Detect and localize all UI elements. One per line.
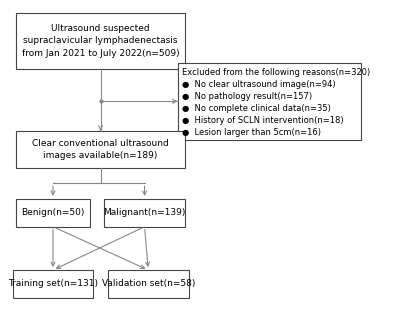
FancyBboxPatch shape [16,13,185,69]
FancyBboxPatch shape [16,131,185,168]
Text: ●  History of SCLN intervention(n=18): ● History of SCLN intervention(n=18) [182,116,344,125]
FancyBboxPatch shape [108,270,188,298]
Text: Malignant(n=139): Malignant(n=139) [103,208,186,217]
Text: Training set(n=131): Training set(n=131) [8,280,98,289]
Text: Validation set(n=58): Validation set(n=58) [102,280,195,289]
Text: ●  No clear ultrasound image(n=94): ● No clear ultrasound image(n=94) [182,80,336,89]
Text: ●  No pathology result(n=157): ● No pathology result(n=157) [182,92,312,101]
FancyBboxPatch shape [104,199,185,227]
FancyBboxPatch shape [178,63,361,140]
Text: ●  No complete clinical data(n=35): ● No complete clinical data(n=35) [182,104,331,113]
Text: ●  Lesion larger than 5cm(n=16): ● Lesion larger than 5cm(n=16) [182,128,321,137]
FancyBboxPatch shape [16,199,90,227]
Text: Excluded from the following reasons(n=320): Excluded from the following reasons(n=32… [182,68,370,77]
FancyBboxPatch shape [13,270,93,298]
Text: Clear conventional ultrasound
images available(n=189): Clear conventional ultrasound images ava… [32,139,169,160]
Text: Benign(n=50): Benign(n=50) [21,208,85,217]
Text: Ultrasound suspected
supraclavicular lymphadenectasis
from Jan 2021 to July 2022: Ultrasound suspected supraclavicular lym… [22,24,180,58]
